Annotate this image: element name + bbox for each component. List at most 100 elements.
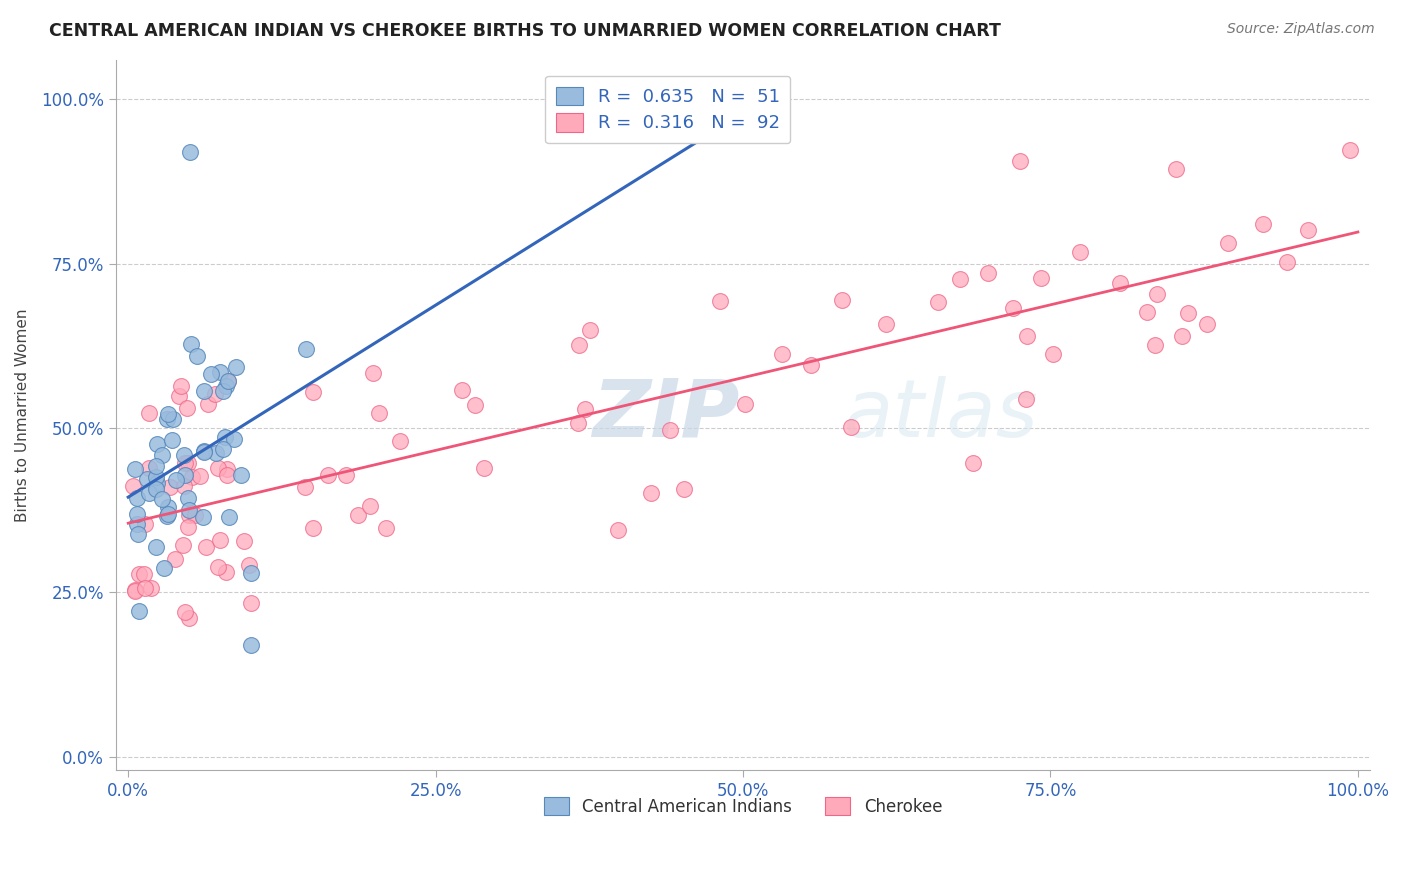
Point [231, 468, 253, 483]
Point [567, 417, 589, 431]
Point [240, 566, 263, 580]
Point [173, 448, 195, 462]
Point [127, 527, 149, 541]
Point [125, 491, 148, 505]
Point [962, 456, 984, 470]
Point [212, 384, 235, 398]
Point [800, 359, 823, 373]
Point [207, 559, 229, 574]
Point [173, 479, 195, 493]
Point [134, 517, 156, 532]
Point [218, 509, 240, 524]
Point [156, 500, 179, 514]
Legend: Central American Indians, Cherokee: Central American Indians, Cherokee [534, 788, 952, 826]
Point [1042, 347, 1064, 361]
Point [124, 583, 146, 598]
Point [302, 521, 325, 535]
Point [734, 397, 756, 411]
Point [238, 558, 260, 573]
Point [183, 508, 205, 523]
Point [574, 401, 596, 416]
Point [1108, 276, 1130, 290]
Point [214, 430, 236, 444]
Point [177, 520, 200, 534]
Point [209, 365, 232, 379]
Point [1031, 271, 1053, 285]
Point [927, 294, 949, 309]
Point [294, 480, 316, 494]
Point [177, 503, 200, 517]
Point [188, 468, 211, 483]
Point [179, 508, 201, 522]
Point [193, 510, 215, 524]
Point [374, 521, 396, 535]
Point [139, 581, 162, 595]
Point [145, 540, 167, 554]
Point [1216, 236, 1239, 251]
Point [607, 523, 630, 537]
Point [128, 566, 150, 581]
Point [193, 384, 215, 398]
Point [1164, 162, 1187, 177]
Point [367, 405, 389, 419]
Point [215, 565, 238, 579]
Point [167, 389, 190, 403]
Point [217, 374, 239, 388]
Point [193, 443, 215, 458]
Point [165, 473, 187, 487]
Point [156, 508, 179, 522]
Point [389, 434, 412, 448]
Point [146, 437, 169, 451]
Point [134, 581, 156, 595]
Point [150, 491, 173, 506]
Point [200, 367, 222, 381]
Point [1008, 153, 1031, 168]
Point [1177, 305, 1199, 319]
Point [124, 462, 146, 476]
Point [180, 337, 202, 351]
Point [160, 434, 183, 448]
Point [128, 604, 150, 618]
Point [1015, 329, 1038, 343]
Text: CENTRAL AMERICAN INDIAN VS CHEROKEE BIRTHS TO UNMARRIED WOMEN CORRELATION CHART: CENTRAL AMERICAN INDIAN VS CHEROKEE BIRT… [49, 22, 1001, 40]
Point [359, 499, 381, 513]
Point [145, 470, 167, 484]
Point [146, 476, 169, 491]
Point [217, 375, 239, 389]
Point [215, 468, 238, 483]
Point [177, 456, 200, 470]
Point [125, 508, 148, 522]
Point [194, 541, 217, 555]
Point [977, 266, 1000, 280]
Point [640, 486, 662, 500]
Point [464, 398, 486, 412]
Point [222, 432, 245, 446]
Point [138, 406, 160, 420]
Point [568, 338, 591, 352]
Point [1195, 317, 1218, 331]
Point [658, 423, 681, 437]
Point [316, 467, 339, 482]
Point [1014, 392, 1036, 406]
Point [179, 145, 201, 159]
Point [173, 467, 195, 482]
Point [152, 449, 174, 463]
Point [193, 445, 215, 459]
Point [176, 401, 198, 415]
Point [138, 460, 160, 475]
Point [709, 294, 731, 309]
Point [173, 606, 195, 620]
Point [672, 482, 695, 496]
Point [770, 347, 793, 361]
Point [145, 482, 167, 496]
Point [124, 582, 146, 597]
Y-axis label: Births to Unmarried Women: Births to Unmarried Women [15, 308, 30, 522]
Point [295, 342, 318, 356]
Point [152, 561, 174, 575]
Point [156, 411, 179, 425]
Point [240, 596, 263, 610]
Text: atlas: atlas [844, 376, 1038, 454]
Point [136, 472, 159, 486]
Point [225, 359, 247, 374]
Text: ZIP: ZIP [592, 376, 740, 454]
